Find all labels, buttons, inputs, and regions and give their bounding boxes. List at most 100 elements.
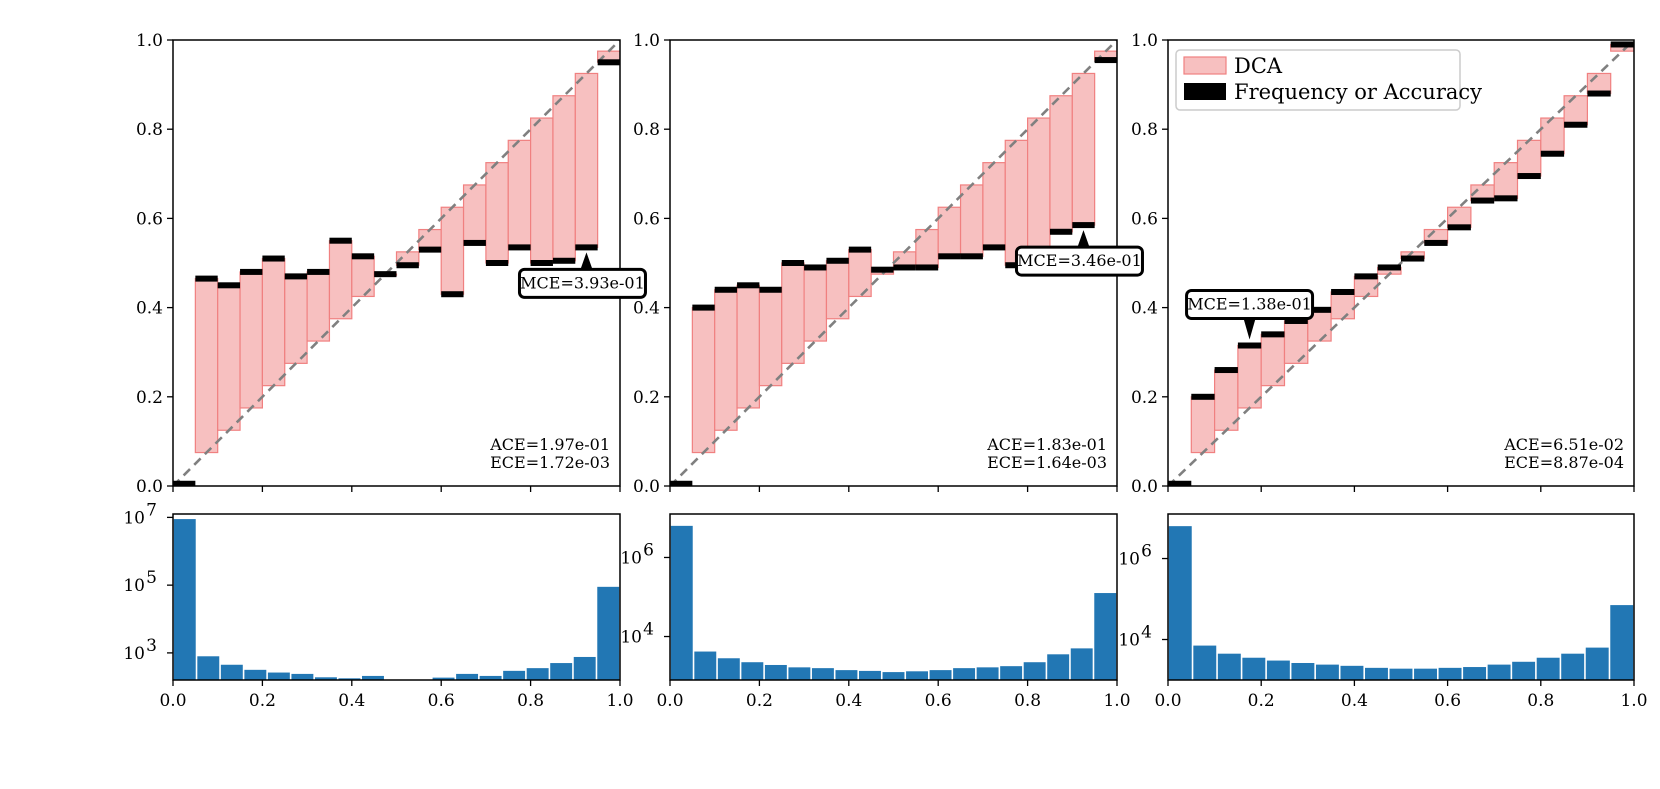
x-tick-label: 0.0: [159, 691, 186, 711]
mce-arrow: [580, 252, 593, 270]
accuracy-marker: [597, 59, 620, 66]
accuracy-marker: [982, 244, 1006, 251]
legend-label-dca: DCA: [1234, 54, 1283, 78]
hist-bar: [788, 667, 811, 680]
accuracy-marker: [871, 266, 894, 273]
hist-bar: [976, 667, 999, 680]
gap-bar: [1563, 95, 1588, 126]
x-tick-label: 0.8: [1014, 691, 1041, 711]
accuracy-marker: [1284, 317, 1308, 324]
hist-bar: [1414, 668, 1437, 680]
legend-swatch-dca: [1183, 56, 1227, 75]
hist-y-tick-base: 10: [620, 548, 642, 568]
gap-bar: [803, 266, 828, 342]
accuracy-marker: [1401, 255, 1425, 262]
gap-bar: [982, 162, 1006, 248]
gap-bar: [507, 139, 532, 248]
plot-frame: [1167, 39, 1635, 487]
reliability-plot-area: [670, 40, 1117, 486]
accuracy-marker: [1470, 197, 1495, 204]
hist-bar: [764, 664, 787, 680]
hist-bar: [432, 677, 455, 680]
gap-bar: [306, 271, 331, 342]
x-tick-label: 0.4: [1341, 691, 1368, 711]
gap-bar: [1446, 206, 1472, 228]
y-tick-label: 0.6: [633, 209, 660, 229]
hist-bar: [526, 668, 549, 680]
ace-value: ACE=1.83e-01: [986, 435, 1107, 454]
accuracy-marker: [441, 291, 464, 298]
mce-label: MCE=3.93e-01: [520, 273, 645, 292]
hist-y-tick-base: 10: [620, 628, 642, 648]
x-tick-label: 1.0: [1620, 691, 1647, 711]
accuracy-marker: [1191, 393, 1215, 400]
hist-bar: [197, 656, 220, 680]
y-tick-label: 0.0: [136, 477, 163, 497]
accuracy-marker: [781, 260, 805, 266]
hist-bar: [220, 664, 243, 680]
gap-bar: [736, 284, 760, 409]
gap-bar: [239, 271, 264, 409]
x-tick-label: 0.2: [746, 691, 773, 711]
gap-bar: [915, 228, 939, 269]
gap-bar: [552, 95, 576, 262]
ace-value: ACE=1.97e-01: [489, 435, 610, 454]
hist-bar: [456, 673, 479, 680]
accuracy-marker: [1587, 90, 1611, 97]
gap-bar: [261, 257, 286, 387]
hist-bar: [291, 673, 314, 680]
gap-bar: [1540, 117, 1565, 155]
hist-bar: [1193, 645, 1217, 680]
accuracy-marker: [418, 246, 442, 253]
hist-y-tick-base: 10: [123, 644, 145, 664]
x-tick-label: 0.6: [1434, 691, 1461, 711]
hist-bar: [906, 671, 928, 680]
hist-bar: [1610, 605, 1634, 680]
hist-bar: [362, 675, 384, 680]
hist-frame: [1167, 513, 1635, 681]
gap-bar: [574, 72, 599, 248]
x-tick-label: 0.2: [1248, 691, 1275, 711]
accuracy-marker: [915, 264, 939, 271]
hist-bar: [741, 662, 764, 680]
hist-bar: [1291, 662, 1315, 680]
hist-bar: [503, 670, 526, 680]
hist-y-tick-exponent: 4: [1141, 623, 1152, 643]
accuracy-marker: [374, 271, 397, 278]
x-tick-label: 0.6: [925, 691, 952, 711]
accuracy-marker: [1447, 224, 1471, 231]
x-tick-label: 0.4: [338, 691, 365, 711]
accuracy-marker: [262, 255, 285, 262]
hist-y-tick-exponent: 5: [146, 568, 157, 588]
mce-box: [517, 267, 647, 299]
hist-y-tick-base: 10: [123, 576, 145, 596]
hist-bar: [1266, 660, 1290, 680]
confidence-histogram-2: 10 410 60.0 0.2 0.4 0.6 0.8 1.0: [620, 513, 1131, 711]
y-tick-label: 0.6: [1131, 209, 1158, 229]
y-tick-label: 0.2: [1131, 388, 1158, 408]
gap-bar: [1353, 275, 1379, 298]
accuracy-marker: [396, 262, 419, 269]
gap-bar: [1586, 72, 1612, 95]
hist-bar: [1585, 647, 1609, 680]
y-tick-label: 0.4: [633, 299, 660, 319]
mce-label: MCE=1.38e-01: [1187, 295, 1312, 314]
accuracy-marker: [1494, 195, 1518, 202]
gap-bar: [217, 284, 241, 431]
y-tick-label: 1.0: [136, 31, 163, 51]
hist-y-tick-exponent: 6: [643, 540, 654, 560]
hist-bar: [1561, 653, 1585, 680]
accuracy-marker: [692, 304, 715, 311]
gap-bar: [959, 184, 984, 257]
mce-label: MCE=3.46e-01: [1017, 251, 1142, 270]
hist-bar: [859, 670, 881, 680]
hist-bar: [550, 663, 573, 680]
accuracy-marker: [848, 246, 872, 253]
accuracy-marker: [485, 260, 509, 266]
hist-frame: [172, 513, 621, 681]
hist-bar: [1536, 657, 1560, 680]
accuracy-marker: [1094, 57, 1117, 64]
accuracy-marker: [714, 286, 738, 293]
